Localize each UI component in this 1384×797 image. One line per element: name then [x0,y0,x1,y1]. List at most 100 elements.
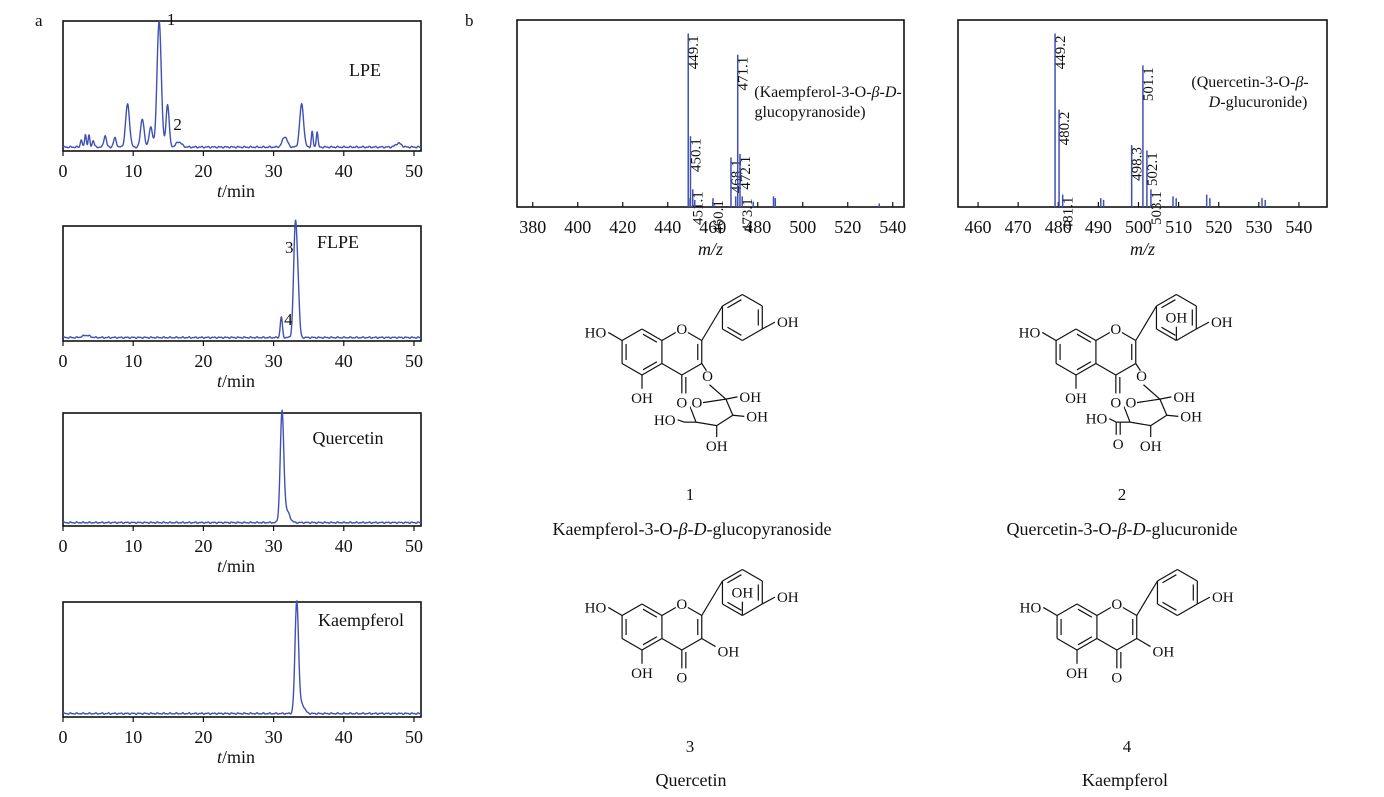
ms1-peak-label: 471.1 [736,57,752,91]
flpe-peak-label-3: 3 [285,238,294,257]
ring-a-bond [1075,328,1097,342]
ms2-x-tick-label: 500 [1125,217,1152,237]
atom-label: O [1113,437,1124,453]
sugar-bond [689,406,697,423]
flpe-x-tick-label: 50 [405,351,423,371]
oh-bond [725,396,738,400]
ms1-x-tick-label: 400 [564,217,591,237]
flpe-x-tick-label: 10 [124,351,142,371]
structure-name-3: Quercetin [656,770,727,790]
quercetin-x-tick-label: 40 [335,536,353,556]
ms1-x-tick-label: 540 [879,217,906,237]
ring-b-bond [742,568,763,582]
flpe-x-tick-label: 40 [335,351,353,371]
lpe-x-axis-label: t/min [217,181,255,201]
atom-label: OH [1153,645,1175,661]
structure-3: O O OH HO OH OH OH [585,568,799,686]
sugar-bond [1159,398,1168,416]
structure-name-1: Kaempferol-3-O-β-D-glucopyranoside [553,519,832,539]
double-bond [727,601,742,611]
lpe-peak-label-1: 1 [167,10,176,29]
ring-b-bond [1157,568,1178,582]
sugar-bond [695,421,717,427]
ms1-peak-label: 450.1 [688,138,704,172]
ms1-peak-label: 472.1 [738,156,754,190]
ms1-x-tick-label: 460 [699,217,726,237]
panel-label-a: a [35,11,43,30]
ring-a-bond [1075,362,1097,376]
ring-b-link [701,305,723,341]
ms1-x-tick-label: 520 [834,217,861,237]
double-bond [1161,326,1176,336]
atom-label: O [1110,395,1121,411]
ms2-peak-label: 503.1 [1149,191,1165,225]
atom-label: O [676,395,687,411]
ring-b-link [1135,305,1157,341]
atom-label: HO [1086,412,1108,428]
lpe-x-tick-label: 0 [59,161,68,181]
double-bond [1076,333,1092,343]
double-bond [1162,574,1177,584]
ring-a-bond [1076,603,1098,617]
ring-b-link [1136,580,1158,616]
lpe-x-tick-label: 30 [265,161,283,181]
ms2-annotation-line2: D-glucuronide) [1208,94,1308,111]
quercetin-trace [62,409,422,525]
ring-a-bond [1076,637,1098,651]
atom-label: OH [1180,409,1202,425]
atom-label: OH [718,645,740,661]
kaempferol-x-tick-label: 30 [265,727,283,747]
ms1-x-tick-label: 380 [519,217,546,237]
ring-c-bond [661,637,683,651]
atom-label: OH [1173,390,1195,406]
ring-c-bond [681,362,703,376]
chromatogram-quercetin: 0 10 20 30 40 50 t/min Quercetin [59,409,423,576]
double-bond [727,299,742,309]
lpe-x-tick-label: 50 [405,161,423,181]
quercetin-x-tick-label: 30 [265,536,283,556]
ms2-peak-label: 449.2 [1053,36,1069,70]
atom-label: O [1136,369,1147,385]
ms2-peak-label: 501.1 [1141,67,1157,101]
ms2-x-tick-label: 460 [965,217,992,237]
lpe-x-tick-label: 10 [124,161,142,181]
ms1-peak-label: 460.1 [711,200,727,234]
ms2-peak-label: 480.2 [1057,112,1073,146]
lpe-x-tick-label: 20 [194,161,212,181]
atom-label: OH [739,390,761,406]
atom-label: OH [1065,391,1087,407]
double-bond [642,608,658,618]
kaempferol-trace [62,600,422,716]
quercetin-x-tick-label: 50 [405,536,423,556]
quercetin-x-axis-label: t/min [217,556,255,576]
ring-c-bond [1095,362,1117,376]
ring-a-bond [1055,362,1077,376]
ring-a-bond [641,328,663,342]
sugar-bond [716,414,734,427]
lpe-trace [62,20,422,149]
atom-mask [675,595,688,609]
ring-c-bond [1116,637,1138,651]
kaempferol-plot-frame [62,601,422,718]
double-bond [1076,361,1092,371]
atom-mask [1124,394,1137,409]
sugar-bond [725,398,734,416]
ms1-x-tick-label: 440 [654,217,681,237]
atom-label: O [1111,670,1122,686]
atom-label: OH [777,590,799,606]
ms2-x-tick-label: 480 [1045,217,1072,237]
atom-label: OH [631,391,653,407]
ms1-peak-label: 451.1 [691,191,707,225]
flpe-x-tick-label: 0 [59,351,68,371]
kaempferol-x-axis-label: t/min [217,747,255,767]
atom-label: O [1110,322,1121,338]
atom-label: O [1111,597,1122,613]
structure-number-4: 4 [1123,737,1132,756]
ms2-x-tick-label: 530 [1245,217,1272,237]
glyco-bond [1135,363,1142,372]
ring-b-bond [1176,328,1197,342]
double-bond [642,636,658,646]
atom-label: OH [732,586,754,602]
